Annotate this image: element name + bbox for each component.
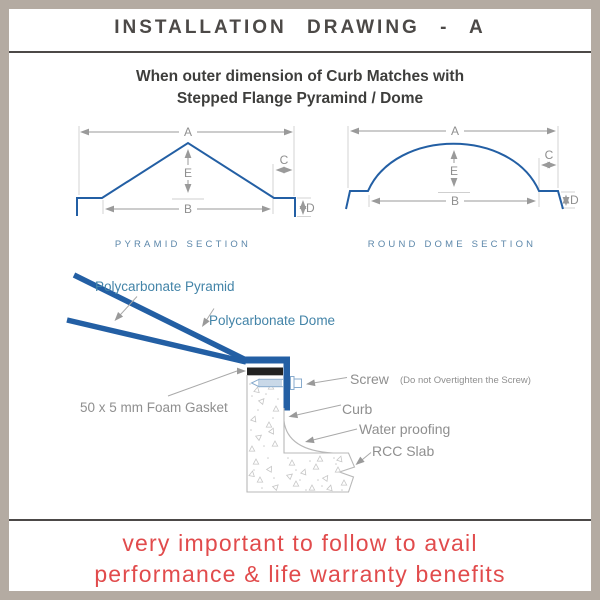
leader-lines	[111, 296, 372, 468]
pyramid-dim-d: D	[306, 201, 315, 215]
pyramid-profile	[76, 141, 296, 217]
installation-detail: Polycarbonate Pyramid Polycarbonate Dome…	[66, 272, 531, 493]
polycarbonate-dome-line	[66, 317, 247, 365]
dome-section-label: ROUND DOME SECTION	[368, 239, 536, 250]
pyramid-dim-b: B	[184, 202, 192, 216]
dome-dimension-lines	[350, 127, 570, 206]
flange-vertical-bar	[283, 356, 290, 411]
dome-dim-e: E	[450, 164, 458, 178]
polycarbonate-pyramid-label: Polycarbonate Pyramid	[95, 279, 235, 294]
waterproofing-fillet	[283, 420, 334, 454]
concrete-texture	[248, 383, 348, 492]
sheet-background	[9, 9, 591, 591]
pyramid-section-diagram: A E B C D PYRAMID SECTION	[76, 125, 315, 250]
foam-gasket-label: 50 x 5 mm Foam Gasket	[80, 400, 228, 415]
screw-note-label: (Do not Overtighten the Screw)	[400, 375, 531, 386]
foam-gasket-bar	[247, 367, 283, 376]
dome-profile	[345, 142, 564, 210]
subtitle-line-2: Stepped Flange Pyramind / Dome	[176, 90, 424, 107]
flange-horizontal-bar	[243, 356, 290, 364]
dome-section-diagram: A E B C D ROUND DOME SECTION	[345, 124, 579, 250]
dome-dim-c: C	[545, 148, 554, 162]
warning-line-1: very important to follow to avail	[122, 530, 478, 556]
subtitle-line-1: When outer dimension of Curb Matches wit…	[135, 68, 465, 85]
bottom-divider	[9, 519, 591, 521]
pyramid-extension-lines	[78, 126, 311, 217]
polycarbonate-dome-label: Polycarbonate Dome	[209, 313, 335, 328]
dome-dim-d: D	[570, 193, 579, 207]
curb-slab-outline	[246, 374, 356, 493]
waterproofing-label: Water proofing	[359, 421, 450, 437]
pyramid-dim-e: E	[184, 166, 192, 180]
subtitle: When outer dimension of Curb Matches wit…	[0, 66, 600, 110]
rcc-slab-label: RCC Slab	[372, 443, 434, 459]
polycarbonate-pyramid-line	[72, 272, 248, 363]
pyramid-section-label: PYRAMID SECTION	[115, 239, 251, 250]
pyramid-dim-c: C	[280, 153, 289, 167]
top-divider	[9, 51, 591, 53]
pyramid-dimension-lines	[80, 128, 307, 215]
screw-graphic	[250, 376, 302, 390]
dome-dim-b: B	[451, 194, 459, 208]
warning-line-2: performance & life warranty benefits	[94, 561, 506, 587]
curb-label: Curb	[342, 401, 373, 417]
page-title: INSTALLATION DRAWING - A	[114, 17, 486, 38]
pyramid-dim-a: A	[184, 125, 192, 139]
screw-label: Screw	[350, 371, 390, 387]
dome-extension-lines	[347, 126, 575, 209]
warning-note: very important to follow to avail perfor…	[0, 528, 600, 590]
dome-dim-a: A	[451, 124, 459, 138]
